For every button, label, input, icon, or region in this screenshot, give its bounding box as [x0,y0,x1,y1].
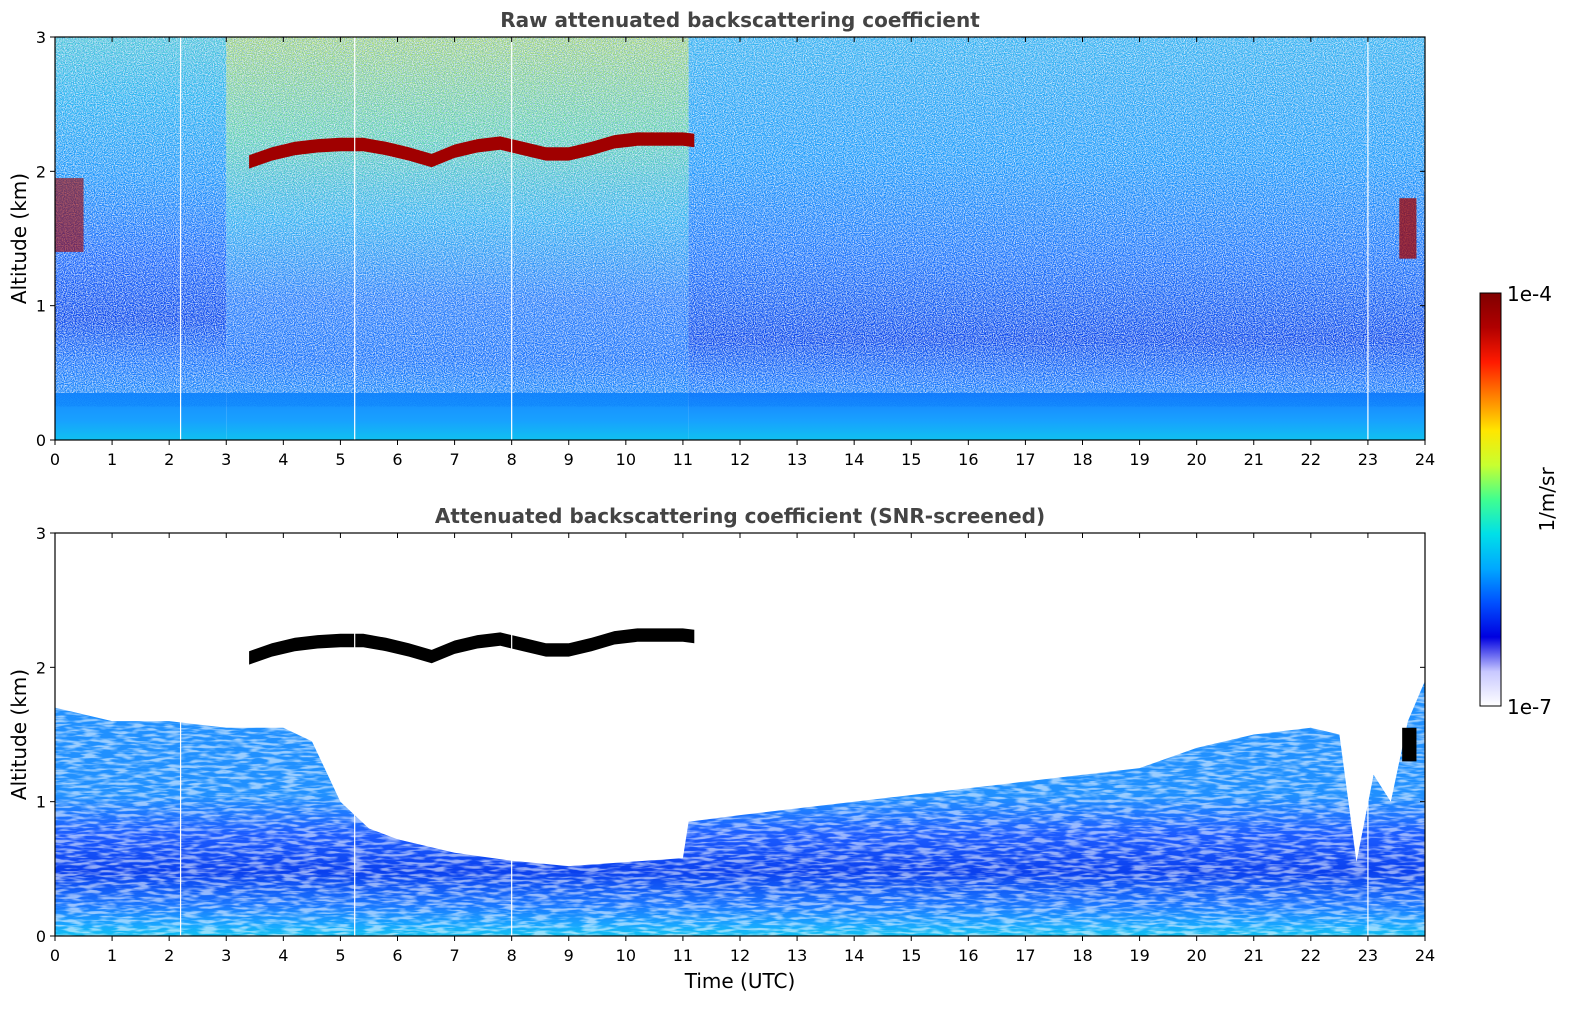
x-tick-label: 16 [958,946,978,965]
x-tick-label: 18 [1072,946,1092,965]
x-tick-label: 4 [278,450,288,469]
x-tick-label: 15 [901,450,921,469]
colorbar: 1e-4 1e-7 1/m/sr [1479,282,1559,719]
y-tick-label: 1 [36,297,46,316]
x-tick-label: 11 [673,946,693,965]
x-tick-label: 17 [1015,450,1035,469]
x-tick-label: 16 [958,450,978,469]
colorbar-scale [1479,292,1502,707]
x-tick-label: 8 [507,946,517,965]
x-tick-label: 3 [221,946,231,965]
x-tick-label: 19 [1129,450,1149,469]
x-tick-label: 7 [449,946,459,965]
x-tick-label: 14 [844,946,864,965]
colorbar-max-label: 1e-4 [1507,282,1552,306]
right-edge-feature-screened [1402,727,1417,762]
x-tick-label: 17 [1015,946,1035,965]
x-tick-label: 8 [507,450,517,469]
snr-screened-panel: Attenuated backscattering coefficient (S… [7,504,1435,993]
right-edge-feature [1399,198,1417,259]
snr-screened-heatmap [55,533,1425,936]
x-tick-label: 22 [1301,946,1321,965]
top-x-axis: 0 1 2 3 4 5 6 7 8 9 10 11 12 13 14 15 16 17 18 19 20 21 22 23 24 [50,37,1435,469]
raw-backscatter-panel: Raw attenuated backscattering coefficien… [7,8,1435,469]
x-tick-label: 10 [616,946,636,965]
x-tick-label: 6 [392,946,402,965]
x-tick-label: 21 [1244,946,1264,965]
x-tick-label: 6 [392,450,402,469]
raw-backscatter-heatmap [55,37,1425,440]
top-y-axis: 0 1 2 3 [36,28,1425,450]
x-tick-label: 24 [1415,946,1435,965]
colorbar-min-label: 1e-7 [1507,695,1552,719]
top-panel-title: Raw attenuated backscattering coefficien… [500,8,980,32]
bottom-panel-title: Attenuated backscattering coefficient (S… [435,504,1045,528]
x-tick-label: 20 [1186,946,1206,965]
x-tick-label: 1 [107,946,117,965]
x-tick-label: 14 [844,450,864,469]
x-tick-label: 9 [564,450,574,469]
screened-ragged-edge [55,680,1425,936]
x-tick-label: 18 [1072,450,1092,469]
y-tick-label: 1 [36,793,46,812]
top-y-axis-label: Altitude (km) [7,173,31,304]
x-tick-label: 5 [335,946,345,965]
y-tick-label: 0 [36,927,46,946]
x-tick-label: 15 [901,946,921,965]
x-tick-label: 0 [50,946,60,965]
y-tick-label: 3 [36,28,46,47]
y-tick-label: 3 [36,524,46,543]
x-tick-label: 7 [449,450,459,469]
x-tick-label: 23 [1358,946,1378,965]
x-tick-label: 13 [787,450,807,469]
y-tick-label: 0 [36,431,46,450]
x-tick-label: 4 [278,946,288,965]
x-tick-label: 23 [1358,450,1378,469]
cloud-layer-screened [249,628,695,665]
bottom-x-axis: 0 1 2 3 4 5 6 7 8 9 10 11 12 13 14 15 16 17 18 19 20 21 22 23 24 [50,533,1435,965]
x-tick-label: 1 [107,450,117,469]
cloud-layer-band [249,132,695,169]
bottom-x-axis-label: Time (UTC) [684,969,796,993]
x-tick-label: 3 [221,450,231,469]
colorbar-unit-label: 1/m/sr [1535,467,1559,532]
x-tick-label: 5 [335,450,345,469]
x-tick-label: 19 [1129,946,1149,965]
x-tick-label: 2 [164,450,174,469]
x-tick-label: 10 [616,450,636,469]
x-tick-label: 0 [50,450,60,469]
x-tick-label: 12 [730,450,750,469]
x-tick-label: 12 [730,946,750,965]
x-tick-label: 2 [164,946,174,965]
y-tick-label: 2 [36,658,46,677]
x-tick-label: 20 [1186,450,1206,469]
y-tick-label: 2 [36,162,46,181]
x-tick-label: 9 [564,946,574,965]
x-tick-label: 21 [1244,450,1264,469]
left-edge-feature [55,178,84,252]
x-tick-label: 24 [1415,450,1435,469]
x-tick-label: 22 [1301,450,1321,469]
x-tick-label: 11 [673,450,693,469]
bottom-y-axis: 0 1 2 3 [36,524,1425,946]
bottom-y-axis-label: Altitude (km) [7,669,31,800]
raw-noise-blue [55,37,1425,407]
x-tick-label: 13 [787,946,807,965]
